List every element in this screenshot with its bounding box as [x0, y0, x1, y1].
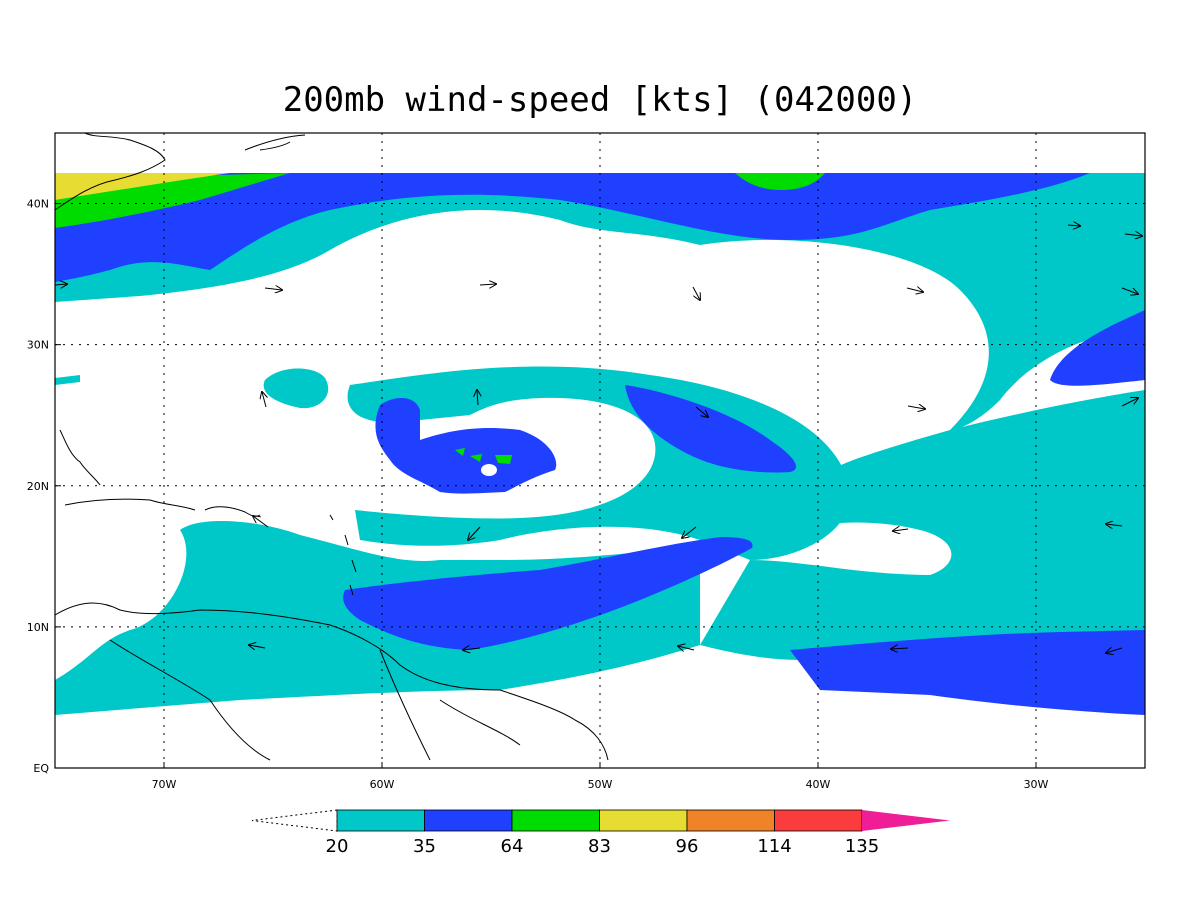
wind-vector-arrow-icon — [1121, 398, 1138, 407]
colorbar-swatch — [599, 809, 688, 832]
contour-64-center-1 — [455, 448, 465, 456]
contour-35-south-jet — [343, 537, 753, 650]
coastline-layer — [55, 133, 609, 761]
y-tick-label: 40N — [27, 198, 49, 211]
wind-vector-arrow-icon — [468, 526, 481, 540]
core-low-speed-hole — [481, 464, 497, 476]
wind-vector-arrow-icon — [678, 646, 695, 650]
coast-south-america — [55, 602, 609, 761]
axis-tick-labels: 70W 60W 50W 40W 30W EQ 10N 20N 30N 40N — [27, 198, 1049, 791]
colorbar: 20 35 64 83 96 114 135 — [251, 809, 950, 857]
colorbar-swatch — [424, 809, 513, 832]
coast-antilles — [329, 514, 357, 596]
colorbar-upper-extend — [862, 810, 950, 831]
y-tick-label: EQ — [33, 762, 49, 775]
y-tick-label: 30N — [27, 339, 49, 352]
wind-vector-arrow-icon — [477, 390, 478, 406]
coast-interior — [109, 639, 521, 761]
wind-vector-arrow-icon — [1121, 287, 1138, 294]
contour-35-southeast — [790, 630, 1145, 715]
contour-83-northwest — [55, 173, 230, 200]
contour-64-center-2 — [495, 455, 512, 464]
wind-vector-arrow-icon — [893, 529, 909, 531]
colorbar-swatch — [511, 809, 600, 832]
contour-64-center-3 — [470, 454, 482, 462]
coast-hispaniola — [204, 506, 261, 517]
graticule — [55, 133, 1145, 769]
wind-vector-arrow-icon — [695, 406, 708, 417]
colorbar-level-label: 96 — [676, 836, 699, 857]
colorbar-level-label: 35 — [413, 836, 436, 857]
map-title: 200mb wind-speed [kts] (042000) — [282, 80, 918, 120]
colorbar-swatch — [774, 809, 863, 832]
wind-vector-arrow-icon — [891, 648, 909, 649]
wind-vector-arrow-icon — [692, 286, 700, 300]
x-tick-label: 50W — [588, 778, 613, 791]
wind-vector-arrow-icon — [54, 284, 67, 285]
wind-vector-arrow-icon — [463, 648, 481, 650]
x-tick-label: 30W — [1024, 778, 1049, 791]
wind-vector-arrow-icon — [264, 288, 282, 290]
wind-vector-arrow-icon — [906, 288, 923, 292]
plot-frame — [54, 132, 1146, 769]
wind-vector-arrow-icon — [907, 406, 925, 409]
wind-vector-arrow-icon — [1106, 648, 1123, 653]
x-tick-label: 70W — [152, 778, 177, 791]
coast-nova-scotia — [244, 134, 306, 151]
colorbar-level-label: 114 — [757, 836, 791, 857]
wind-vectors — [54, 225, 1142, 653]
contour-20-north-band — [55, 173, 1145, 430]
colorbar-level-label: 83 — [588, 836, 611, 857]
coast-north-america — [55, 133, 166, 211]
colorbar-swatch — [686, 809, 775, 832]
wind-vector-arrow-icon — [682, 526, 697, 538]
coast-cuba — [64, 498, 196, 511]
y-tick-label: 20N — [27, 480, 49, 493]
colorbar-lower-extend — [251, 809, 338, 832]
wind-vector-arrow-icon — [1067, 225, 1080, 226]
shading-layer — [55, 173, 1145, 715]
contour-20-east-band — [700, 390, 1145, 660]
colorbar-level-label: 135 — [845, 836, 879, 857]
contour-35-east-jet — [1050, 310, 1145, 386]
wind-vector-arrow-icon — [249, 645, 266, 648]
colorbar-level-label: 20 — [326, 836, 349, 857]
x-tick-label: 60W — [370, 778, 395, 791]
contour-20-west-strip — [55, 375, 80, 385]
wind-vector-arrow-icon — [253, 516, 269, 528]
wind-vector-arrow-icon — [479, 284, 496, 285]
colorbar-swatch — [336, 809, 425, 832]
contour-35-swirl-east — [625, 385, 796, 473]
wind-vector-arrow-icon — [1124, 234, 1142, 236]
wind-vector-arrow-icon — [262, 392, 266, 408]
wind-vector-arrow-icon — [1106, 524, 1123, 526]
y-tick-label: 10N — [27, 621, 49, 634]
colorbar-level-label: 64 — [501, 836, 524, 857]
x-tick-label: 40W — [806, 778, 831, 791]
contour-20-bahamas-blob — [263, 368, 329, 409]
contour-35-swirl-west — [375, 398, 557, 494]
contour-64-north — [735, 173, 825, 190]
coast-bahamas — [59, 429, 101, 486]
contour-35-north-jet — [55, 173, 1090, 282]
